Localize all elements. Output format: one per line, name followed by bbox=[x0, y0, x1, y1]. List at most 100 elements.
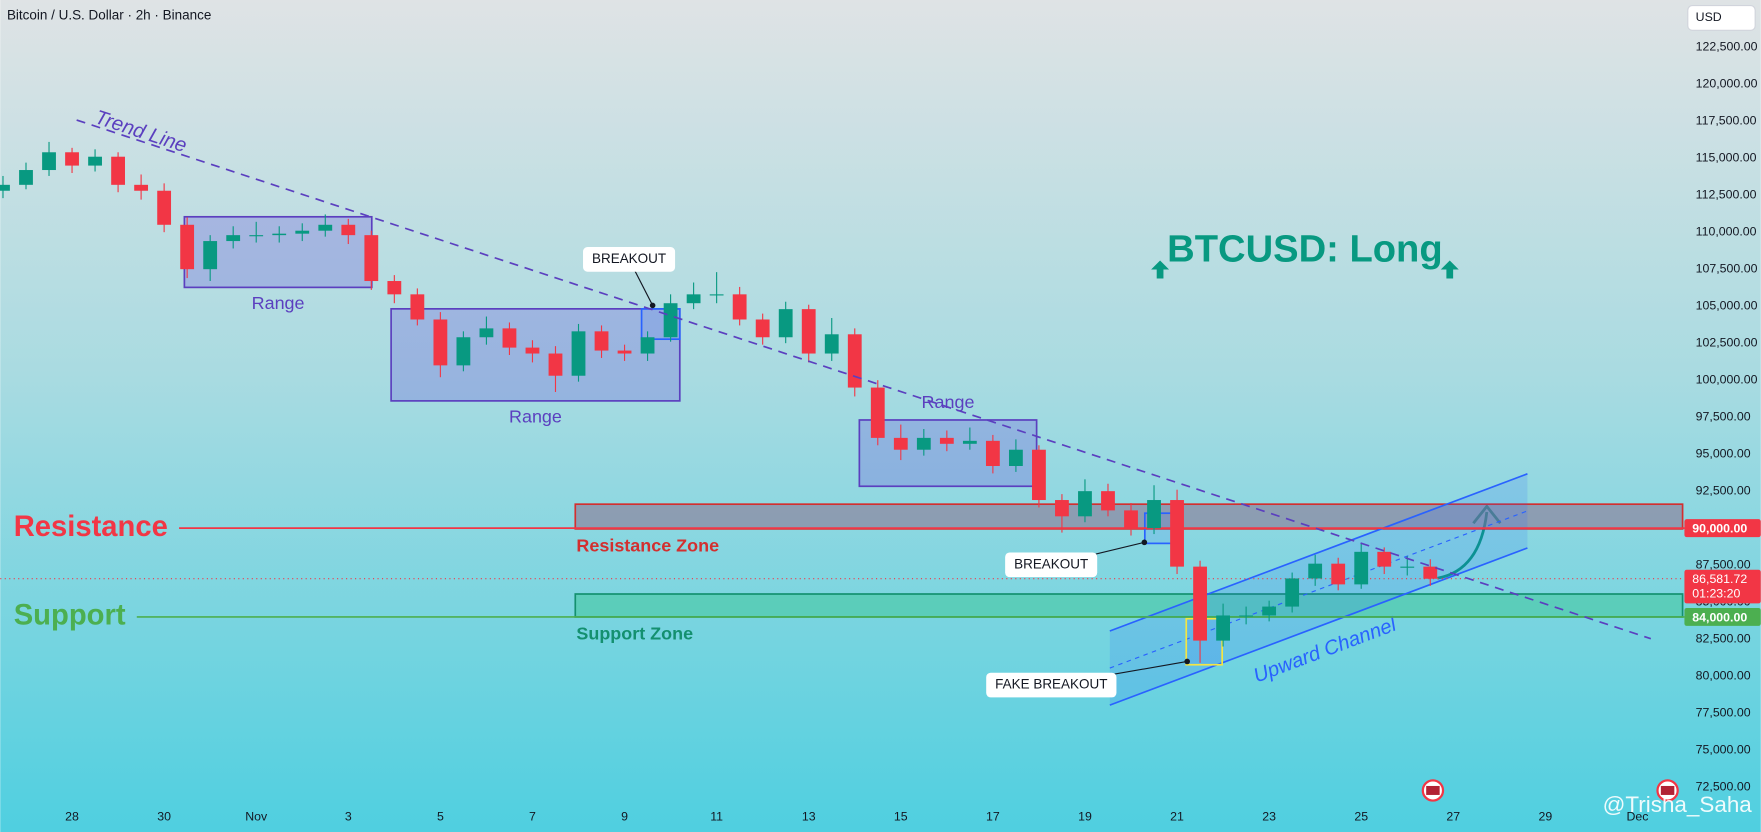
candle-body bbox=[1101, 491, 1115, 511]
y-tick-label: 120,000.00 bbox=[1696, 76, 1758, 90]
candle-body bbox=[1147, 500, 1161, 529]
y-tick-label: 115,000.00 bbox=[1696, 150, 1757, 164]
y-tick-label: 87,500.00 bbox=[1696, 557, 1751, 571]
last-price-label: 86,581.72 bbox=[1692, 572, 1747, 586]
candle-body bbox=[456, 337, 471, 366]
x-tick-label: 30 bbox=[157, 810, 171, 824]
candle-body bbox=[157, 190, 172, 225]
candle-body bbox=[870, 387, 885, 438]
candle-body bbox=[1032, 449, 1046, 501]
candle-body bbox=[1377, 551, 1392, 567]
y-tick-label: 117,500.00 bbox=[1696, 113, 1757, 127]
x-tick-label: 19 bbox=[1078, 810, 1092, 824]
callout-dot bbox=[1141, 539, 1148, 546]
candle-body bbox=[1008, 449, 1023, 466]
candle-body bbox=[893, 437, 908, 450]
candle-body bbox=[594, 331, 609, 351]
range-box bbox=[858, 419, 1038, 488]
x-tick-label: 28 bbox=[65, 810, 79, 824]
flag-icon bbox=[1656, 779, 1679, 802]
candle-body bbox=[962, 440, 977, 444]
candle-body bbox=[272, 233, 287, 236]
candle-body bbox=[42, 152, 56, 171]
candle-body bbox=[1055, 500, 1069, 517]
last-price-tag bbox=[1684, 569, 1761, 604]
candle-body bbox=[755, 319, 770, 338]
x-tick-label: 11 bbox=[710, 810, 723, 824]
y-tick-label: 107,500.00 bbox=[1696, 261, 1758, 275]
candle-body bbox=[134, 184, 149, 191]
y-tick-label: 92,500.00 bbox=[1696, 483, 1751, 497]
y-tick-label: 75,000.00 bbox=[1696, 742, 1751, 756]
candle-body bbox=[548, 353, 563, 376]
y-tick-label: 82,500.00 bbox=[1696, 631, 1751, 645]
candle-body bbox=[0, 184, 10, 191]
candle-body bbox=[1423, 566, 1438, 579]
watermark: @Trisha_Saha bbox=[1603, 792, 1753, 817]
candle-body bbox=[65, 152, 79, 166]
candle-body bbox=[686, 294, 701, 304]
y-tick-label: 110,000.00 bbox=[1696, 224, 1757, 238]
candle-body bbox=[1354, 551, 1369, 585]
headline: BTCUSD: Long bbox=[1167, 228, 1443, 271]
price-tag bbox=[1684, 519, 1761, 538]
candle-body bbox=[617, 350, 632, 354]
candle-body bbox=[732, 294, 747, 320]
countdown: 01:23:20 bbox=[1692, 587, 1740, 601]
range-label: Range bbox=[509, 406, 562, 426]
candle-body bbox=[525, 347, 540, 354]
candle-body bbox=[387, 281, 402, 295]
x-tick-label: 3 bbox=[345, 810, 352, 824]
zone bbox=[574, 593, 1684, 618]
candle-body bbox=[1124, 510, 1138, 529]
x-tick-label: 25 bbox=[1354, 810, 1368, 824]
candle-body bbox=[1400, 566, 1415, 568]
y-tick-label: 95,000.00 bbox=[1696, 446, 1751, 460]
candle-body bbox=[1078, 491, 1092, 517]
callout-text: BREAKOUT bbox=[1014, 556, 1088, 571]
candle-body bbox=[295, 230, 310, 234]
symbol-title: Bitcoin / U.S. Dollar · 2h · Binance bbox=[7, 7, 211, 22]
zone-label: Resistance Zone bbox=[576, 536, 719, 556]
candle-body bbox=[1216, 615, 1230, 641]
range-label: Range bbox=[922, 392, 975, 412]
candle-body bbox=[640, 337, 655, 354]
callout-dot bbox=[1184, 658, 1190, 665]
candle-body bbox=[847, 334, 862, 388]
x-tick-label: 29 bbox=[1539, 810, 1553, 824]
candle-body bbox=[801, 309, 816, 354]
level-label: Support bbox=[14, 600, 126, 632]
candle-body bbox=[916, 437, 931, 450]
channel-line bbox=[1109, 547, 1528, 706]
candle-body bbox=[1331, 563, 1346, 585]
zone-label: Support Zone bbox=[576, 624, 693, 644]
y-tick-label: 122,500.00 bbox=[1696, 39, 1758, 53]
flag-icon bbox=[1421, 779, 1445, 802]
candle-body bbox=[1308, 563, 1323, 579]
channel-line bbox=[1109, 473, 1528, 632]
y-tick-label: 102,500.00 bbox=[1696, 335, 1758, 349]
candle-body bbox=[88, 156, 102, 166]
arrow-icon bbox=[1440, 260, 1459, 279]
channel-midline bbox=[1109, 510, 1528, 669]
candle-body bbox=[985, 440, 1000, 466]
candle-body bbox=[318, 224, 333, 231]
callout-box bbox=[986, 672, 1117, 698]
candle-body bbox=[111, 156, 125, 185]
candle-body bbox=[571, 331, 586, 376]
x-tick-label: 5 bbox=[437, 810, 444, 824]
channel-fill bbox=[1109, 473, 1528, 706]
level-label: Resistance bbox=[14, 511, 168, 543]
x-tick-label: 15 bbox=[894, 810, 908, 824]
candle-body bbox=[479, 328, 494, 338]
price-tag-label: 90,000.00 bbox=[1692, 522, 1747, 536]
candle-body bbox=[824, 334, 839, 354]
candle-body bbox=[226, 235, 241, 242]
candle-body bbox=[1193, 566, 1207, 641]
y-tick-label: 105,000.00 bbox=[1696, 298, 1758, 312]
y-tick-label: 80,000.00 bbox=[1696, 668, 1751, 682]
candle-body bbox=[778, 309, 793, 338]
candle-body bbox=[939, 437, 954, 444]
x-tick-label: Dec bbox=[1626, 810, 1648, 824]
